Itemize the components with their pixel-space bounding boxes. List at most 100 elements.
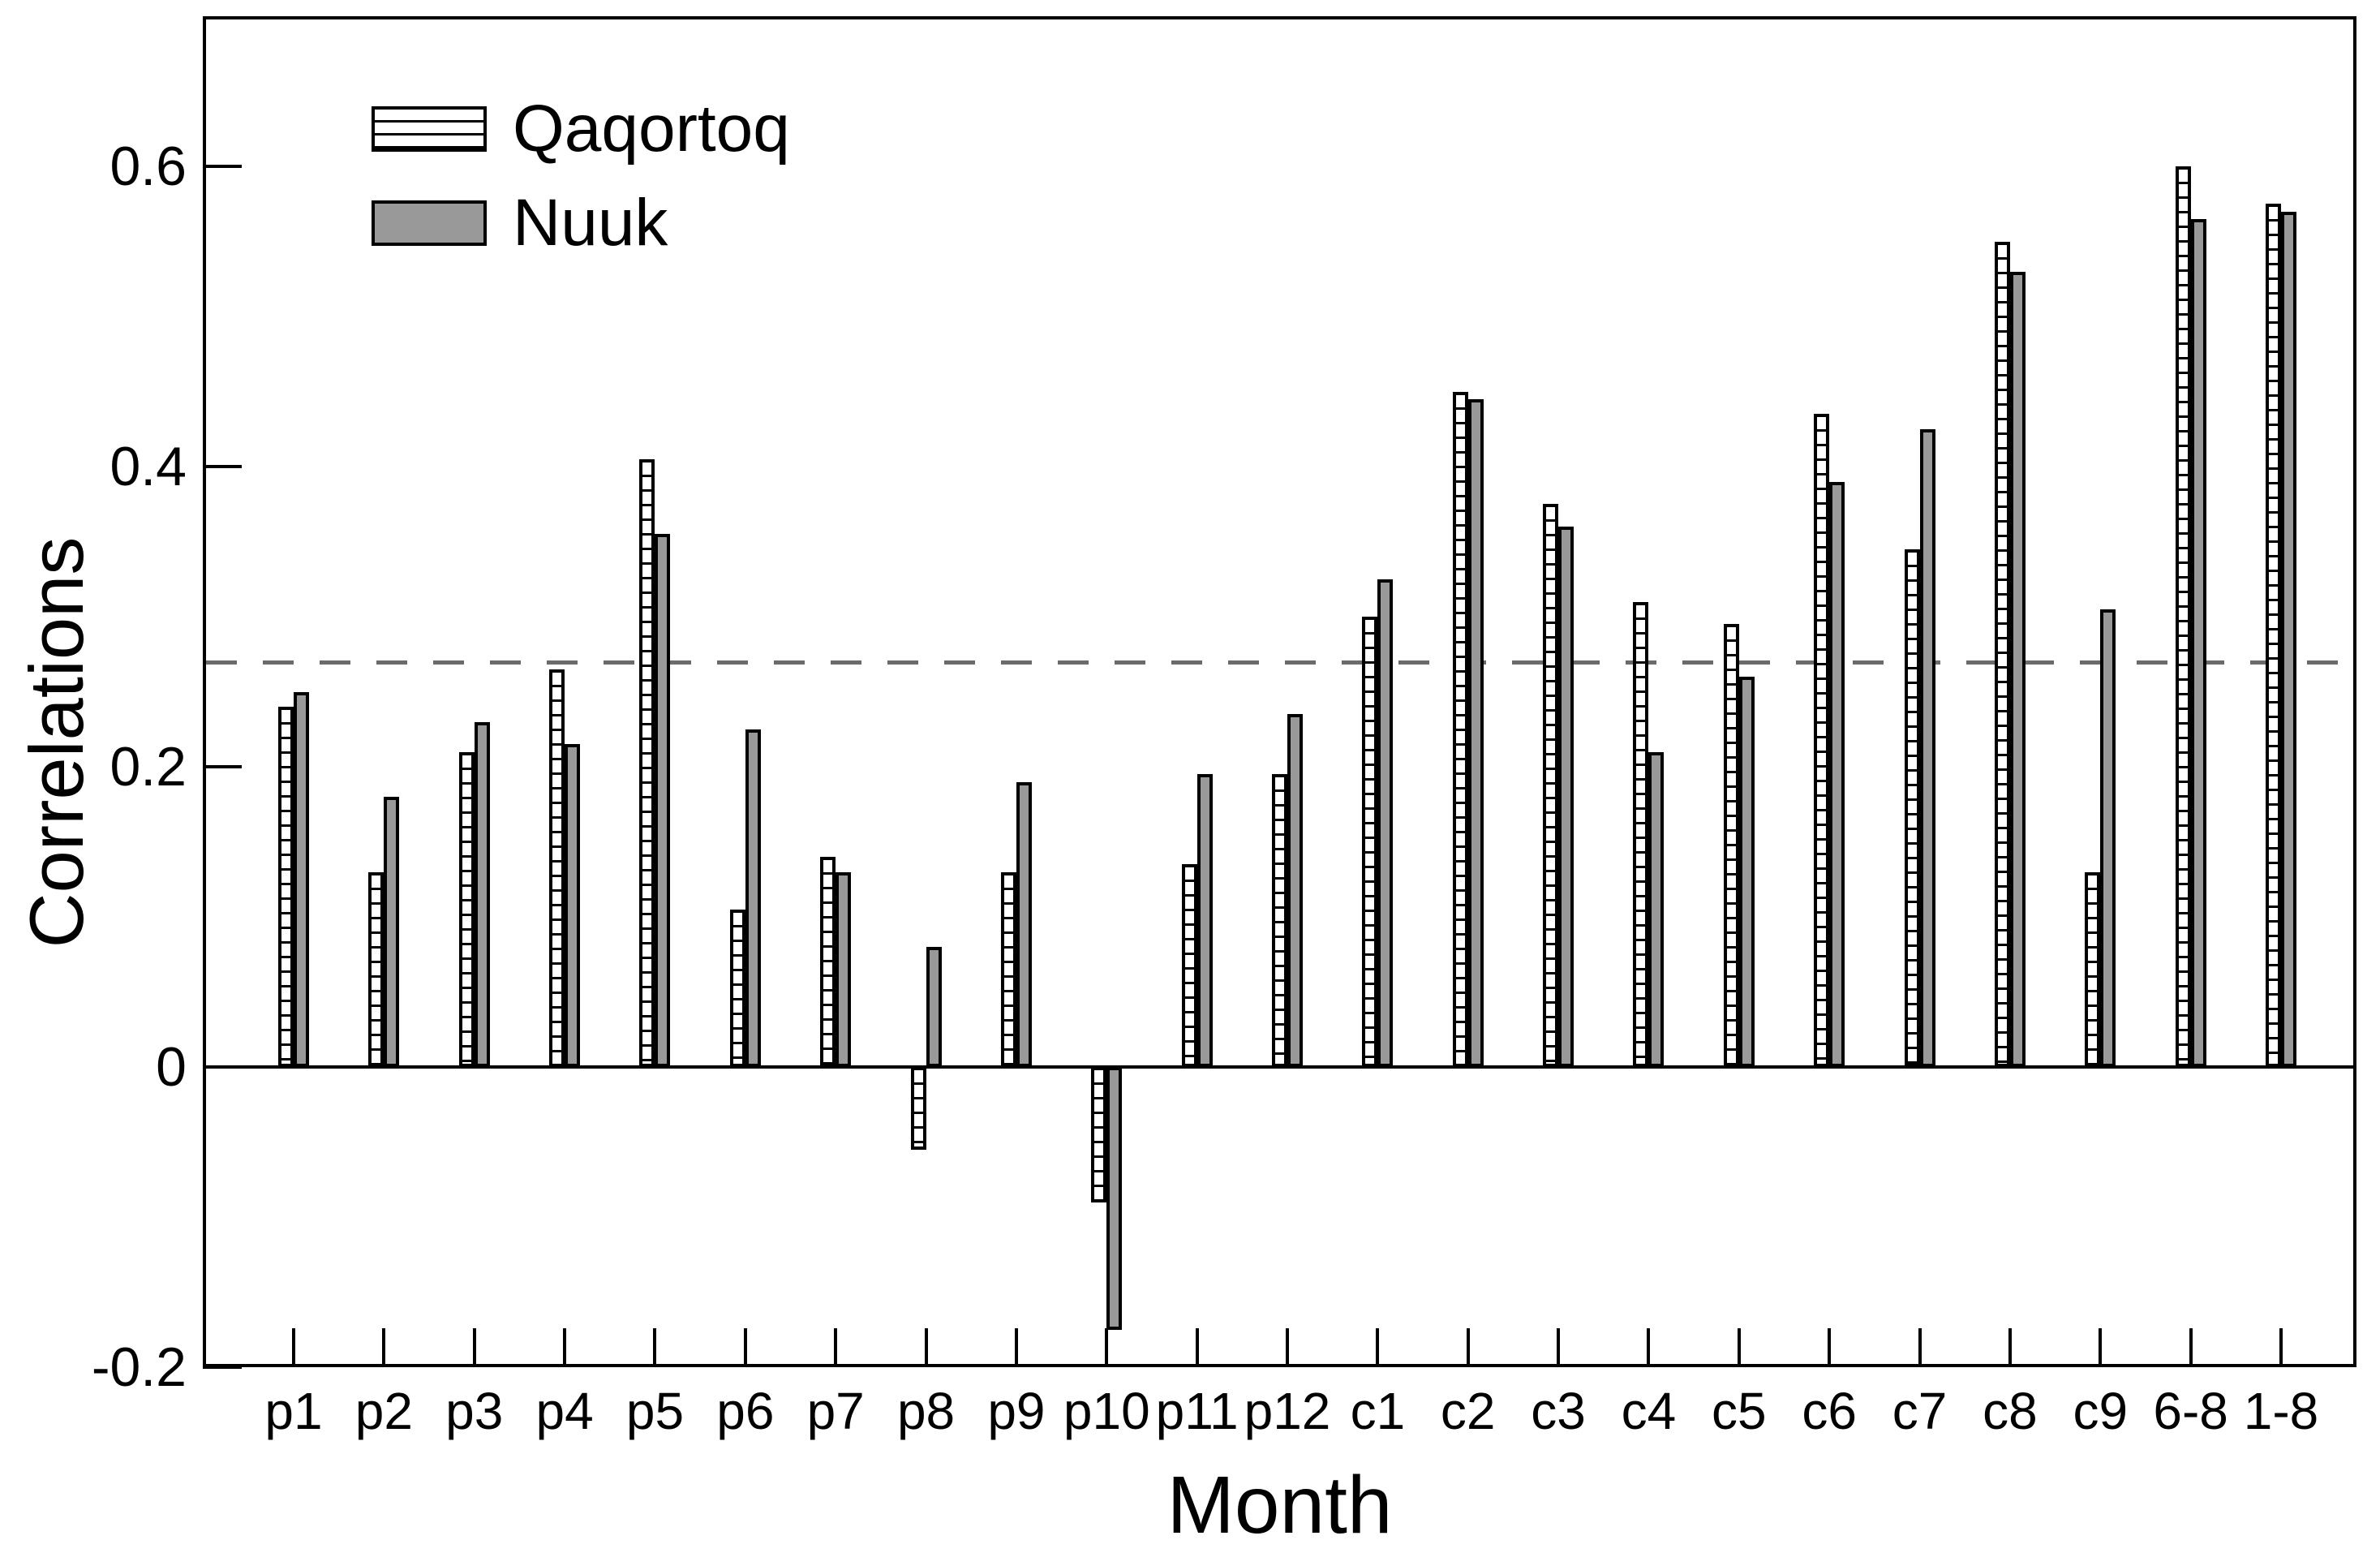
y-axis-tick-label: 0.6: [110, 136, 187, 197]
bar-nuuk-p11: [1196, 774, 1213, 1067]
x-axis-tick: [292, 1328, 295, 1367]
x-axis-tick-label: c8: [1983, 1382, 2038, 1440]
x-axis-tick: [1014, 1328, 1018, 1367]
bar-nuuk-p9: [1016, 781, 1032, 1067]
bar-nuuk-c3: [1558, 527, 1574, 1067]
bar-qaqortoq-p12: [1272, 774, 1287, 1067]
legend-swatch-qaqortoq: [372, 106, 487, 152]
bar-qaqortoq-p7: [820, 857, 836, 1067]
bar-nuuk-p12: [1287, 714, 1303, 1067]
y-axis-tick-label: -0.2: [91, 1336, 187, 1398]
x-axis-tick: [1286, 1328, 1289, 1367]
x-axis-tick-label: c9: [2073, 1382, 2129, 1440]
x-axis-tick-label: p7: [806, 1382, 865, 1440]
bar-qaqortoq-c3: [1543, 504, 1559, 1067]
bar-qaqortoq-c5: [1723, 624, 1739, 1067]
bar-nuuk-p2: [384, 797, 400, 1067]
y-axis-tick: [203, 465, 242, 468]
x-axis-tick: [1828, 1328, 1832, 1367]
bar-qaqortoq-p4: [549, 669, 565, 1067]
y-axis-tick-label: 0.4: [110, 436, 187, 497]
x-axis-tick: [1195, 1328, 1199, 1367]
x-axis-tick: [1647, 1328, 1651, 1367]
x-axis-tick: [653, 1328, 657, 1367]
x-axis-tick: [2189, 1328, 2193, 1367]
bar-nuuk-p8: [926, 947, 942, 1067]
y-axis-tick: [203, 1065, 242, 1069]
x-axis-tick-label: p1: [264, 1382, 323, 1440]
bar-nuuk-c6: [1829, 481, 1845, 1067]
x-axis-tick-label: p10: [1063, 1382, 1150, 1440]
bar-nuuk-p1: [294, 691, 309, 1067]
x-axis-title: Month: [1166, 1460, 1393, 1551]
bar-qaqortoq-c7: [1904, 548, 1920, 1067]
bar-qaqortoq-p1: [278, 707, 294, 1067]
bar-nuuk-c2: [1467, 398, 1484, 1067]
x-axis-tick-label: c6: [1802, 1382, 1857, 1440]
bar-qaqortoq-c2: [1452, 391, 1468, 1067]
bar-nuuk-c5: [1738, 677, 1755, 1067]
bar-nuuk-c1: [1377, 579, 1394, 1067]
x-axis-tick: [472, 1328, 476, 1367]
x-axis-tick: [2099, 1328, 2103, 1367]
x-axis-tick-label: c1: [1350, 1382, 1406, 1440]
x-axis-tick: [834, 1328, 838, 1367]
legend-item-nuuk: Nuuk: [372, 190, 790, 256]
y-axis-title: Correlations: [14, 536, 99, 949]
legend-label-nuuk: Nuuk: [513, 186, 668, 260]
bar-nuuk-c4: [1648, 751, 1665, 1067]
bar-nuuk-1-8: [2281, 211, 2296, 1067]
bar-qaqortoq-c9: [2085, 871, 2101, 1067]
bar-nuuk-c7: [1919, 428, 1935, 1067]
x-axis-tick: [924, 1328, 928, 1367]
x-axis-tick: [1557, 1328, 1561, 1367]
bar-qaqortoq-p3: [458, 751, 475, 1067]
x-axis-tick-label: p2: [354, 1382, 413, 1440]
bar-nuuk-6-8: [2190, 218, 2206, 1067]
significance-threshold-line: [206, 660, 2353, 665]
legend-swatch-nuuk: [372, 200, 487, 246]
y-axis-tick: [203, 765, 242, 768]
x-axis-tick-label: c4: [1621, 1382, 1677, 1440]
y-axis-tick-label: 0.2: [110, 736, 187, 798]
x-axis-tick-label: p6: [716, 1382, 775, 1440]
legend: Qaqortoq Nuuk: [372, 96, 790, 284]
zero-baseline: [203, 1065, 2356, 1069]
y-axis-tick: [203, 165, 242, 168]
bar-qaqortoq-p2: [368, 871, 384, 1067]
bar-qaqortoq-p5: [639, 458, 655, 1067]
bar-nuuk-p7: [836, 871, 852, 1067]
x-axis-tick: [2008, 1328, 2012, 1367]
x-axis-tick-label: p11: [1155, 1382, 1239, 1440]
x-axis-tick-label: p12: [1244, 1382, 1331, 1440]
x-axis-tick-label: 1-8: [2243, 1382, 2319, 1440]
y-axis-tick: [203, 1366, 242, 1369]
x-axis-tick: [1466, 1328, 1470, 1367]
bar-nuuk-p5: [655, 534, 671, 1067]
x-axis-tick: [1918, 1328, 1922, 1367]
x-axis-tick-label: p8: [896, 1382, 956, 1440]
bar-qaqortoq-p10: [1091, 1067, 1107, 1202]
x-axis-tick-label: c2: [1440, 1382, 1496, 1440]
bar-nuuk-c9: [2100, 609, 2116, 1067]
x-axis-tick-label: 6-8: [2153, 1382, 2228, 1440]
bar-nuuk-c8: [2009, 271, 2026, 1067]
x-axis-tick-label: c3: [1531, 1382, 1586, 1440]
x-axis-tick-label: c7: [1892, 1382, 1948, 1440]
x-axis-tick: [1737, 1328, 1741, 1367]
bar-qaqortoq-c6: [1814, 414, 1830, 1067]
bar-qaqortoq-c8: [1994, 241, 2010, 1067]
bar-nuuk-p6: [745, 729, 761, 1067]
x-axis-tick: [1105, 1328, 1109, 1367]
bar-nuuk-p10: [1106, 1067, 1123, 1330]
bar-qaqortoq-1-8: [2266, 204, 2281, 1067]
bar-nuuk-p4: [565, 744, 581, 1067]
x-axis-tick-label: c5: [1712, 1382, 1767, 1440]
bar-qaqortoq-c1: [1362, 617, 1378, 1067]
bar-qaqortoq-6-8: [2175, 166, 2191, 1067]
x-axis-tick-label: p9: [987, 1382, 1046, 1440]
bar-qaqortoq-p9: [1000, 871, 1016, 1067]
bar-nuuk-p3: [474, 721, 490, 1067]
bar-qaqortoq-c4: [1633, 601, 1649, 1067]
